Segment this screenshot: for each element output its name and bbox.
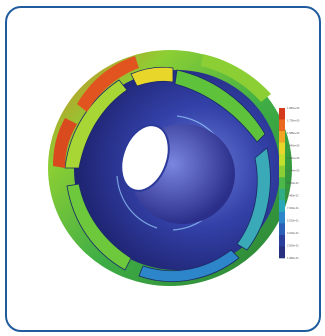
colorbar-label: 9.960e-01 — [287, 181, 299, 185]
image-frame: 1.984e+00 1.736e+00 1.588e+00 1.440e+00 1.29… — [5, 6, 321, 332]
colorbar-swatch — [279, 234, 285, 247]
eye-rim — [120, 124, 170, 192]
vane-2 — [236, 147, 271, 251]
colorbar-swatch — [279, 223, 285, 236]
colorbar-label: 1.984e+00 — [287, 106, 300, 110]
vane-6 — [130, 66, 174, 87]
colorbar-swatch — [279, 108, 285, 120]
colorbar-swatch — [279, 165, 285, 178]
colorbar: 1.984e+00 1.736e+00 1.588e+00 1.440e+00 1.29… — [279, 106, 300, 260]
rim-segment-top-right — [201, 54, 271, 102]
impeller-render: 1.984e+00 1.736e+00 1.588e+00 1.440e+00 1.29… — [48, 50, 300, 286]
colorbar-swatch — [279, 119, 285, 132]
colorbar-swatch — [279, 188, 285, 201]
colorbar-swatch — [279, 177, 285, 190]
vane-group — [64, 66, 271, 282]
colorbar-label: 1.080e-01 — [287, 256, 299, 260]
colorbar-label: 2.560e-01 — [287, 244, 299, 248]
colorbar-swatch — [279, 142, 285, 155]
colorbar-swatch — [279, 154, 285, 166]
colorbar-label: 7.000e-01 — [287, 206, 299, 210]
rim-hotspot-top-left — [77, 56, 139, 112]
colorbar-label: 1.440e+00 — [287, 144, 300, 148]
colorbar-label: 1.736e+00 — [287, 119, 300, 123]
flow-line-3 — [116, 175, 158, 229]
colorbar-label: 4.040e-01 — [287, 231, 299, 235]
colorbar-label: 1.588e+00 — [287, 131, 300, 135]
colorbar-swatch — [279, 131, 285, 143]
impeller-body — [48, 50, 292, 286]
vane-1 — [174, 69, 266, 143]
colorbar-swatch — [279, 200, 285, 213]
vane-5 — [64, 79, 128, 169]
eye-opening — [121, 125, 169, 191]
colorbar-label: 1.292e+00 — [287, 156, 300, 160]
vane-3 — [138, 249, 240, 282]
vane-4 — [66, 183, 132, 271]
colorbar-label: 1.144e+00 — [287, 169, 300, 173]
colorbar-swatch — [279, 246, 285, 259]
colorbar-label: 8.480e-01 — [287, 194, 299, 198]
colorbar-label: 5.520e-01 — [287, 219, 299, 223]
rim-hotspot-left — [53, 118, 77, 168]
colorbar-swatch — [279, 211, 285, 224]
